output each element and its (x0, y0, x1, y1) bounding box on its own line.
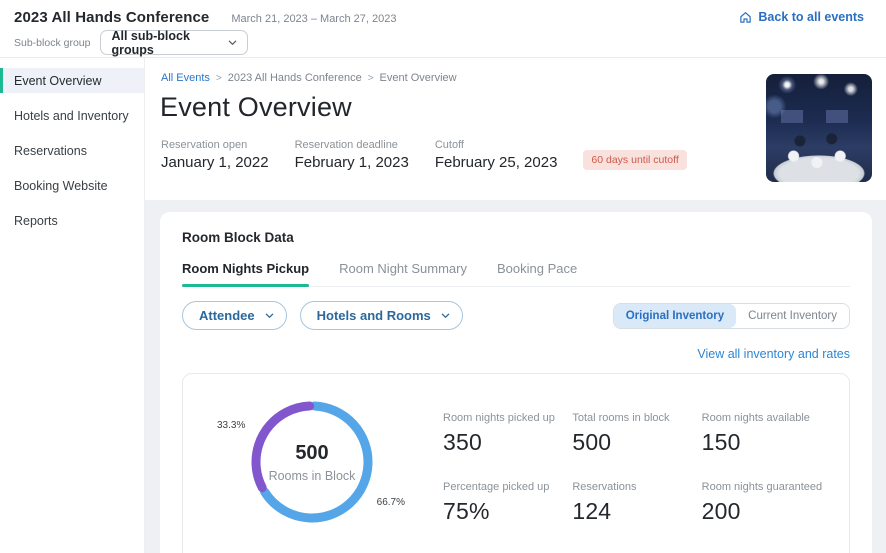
filter-label: Hotels and Rooms (316, 308, 431, 323)
detail-value: January 1, 2022 (161, 154, 269, 171)
card-title: Room Block Data (182, 230, 294, 245)
stat-room-nights-guaranteed: Room nights guaranteed 200 (702, 481, 831, 525)
donut-chart[interactable]: 500 Rooms in Block 33.3% 66.7% (217, 392, 407, 550)
back-link-label: Back to all events (758, 10, 864, 24)
tab-booking-pace[interactable]: Booking Pace (497, 261, 578, 276)
view-inventory-rates-link[interactable]: View all inventory and rates (697, 347, 850, 361)
sidebar-item-booking-website[interactable]: Booking Website (0, 173, 144, 198)
stat-percentage-picked-up: Percentage picked up 75% (443, 481, 572, 525)
stat-value: 350 (443, 429, 482, 455)
donut-center: 500 Rooms in Block (248, 398, 376, 526)
sidebar-item-label: Reservations (14, 143, 87, 158)
detail-label: Reservation open (161, 139, 248, 151)
subblock-group-select[interactable]: All sub-block groups (100, 28, 249, 57)
sidebar-item-label: Booking Website (14, 178, 108, 193)
event-title: 2023 All Hands Conference (14, 9, 210, 26)
sidebar-item-reports[interactable]: Reports (0, 208, 144, 233)
filters-row: Attendee Hotels and Rooms Original Inven… (182, 301, 850, 330)
attendee-filter-dropdown[interactable]: Attendee (182, 301, 287, 330)
percent-label-picked-up: 66.7% (376, 497, 405, 508)
toggle-current-inventory[interactable]: Current Inventory (736, 303, 849, 328)
percent-label-available: 33.3% (217, 420, 246, 431)
room-block-tabs: Room Nights Pickup Room Night Summary Bo… (182, 261, 850, 287)
detail-cutoff: Cutoff February 25, 2023 (435, 139, 558, 171)
subblock-group-value: All sub-block groups (111, 28, 190, 57)
stat-label: Room nights guaranteed (701, 481, 823, 493)
stat-reservations: Reservations 124 (572, 481, 701, 525)
rooms-in-block-label: Rooms in Block (268, 468, 356, 483)
stat-room-nights-picked-up: Room nights picked up 350 (443, 412, 572, 456)
sidebar-item-reservations[interactable]: Reservations (0, 138, 144, 163)
stat-room-nights-available: Room nights available 150 (702, 412, 831, 456)
inventory-toggle: Original Inventory Current Inventory (612, 302, 850, 329)
detail-reservation-open: Reservation open January 1, 2022 (161, 139, 269, 171)
sidebar: Event Overview Hotels and Inventory Rese… (0, 58, 145, 553)
sidebar-item-label: Hotels and Inventory (14, 108, 129, 123)
breadcrumb: All Events > 2023 All Hands Conference >… (145, 58, 886, 84)
home-icon (740, 11, 752, 23)
subblock-group-label: Sub-block group (14, 36, 91, 49)
chevron-right-icon: > (215, 72, 222, 84)
cutoff-countdown-badge: 60 days until cutoff (583, 150, 687, 170)
stat-label: Reservations (572, 481, 637, 493)
event-photo (766, 74, 872, 182)
tab-room-night-summary[interactable]: Room Night Summary (339, 261, 467, 276)
page-header-section: All Events > 2023 All Hands Conference >… (145, 58, 886, 200)
sidebar-item-label: Reports (14, 213, 58, 228)
sidebar-item-hotels-inventory[interactable]: Hotels and Inventory (0, 103, 144, 128)
sidebar-item-label: Event Overview (14, 73, 102, 88)
chevron-down-icon (265, 313, 273, 318)
breadcrumb-all-events[interactable]: All Events (161, 72, 210, 84)
back-to-all-events-link[interactable]: Back to all events (739, 10, 864, 24)
chevron-right-icon: > (367, 72, 374, 84)
stat-label: Room nights available (701, 412, 810, 424)
rooms-in-block-value: 500 (295, 441, 329, 464)
breadcrumb-current: Event Overview (379, 72, 457, 84)
page-title: Event Overview (160, 92, 352, 122)
content-area: Room Block Data Room Nights Pickup Room … (145, 200, 886, 553)
stat-value: 124 (572, 498, 612, 524)
event-dates: March 21, 2023 – March 27, 2023 (231, 13, 397, 25)
stat-value: 200 (701, 498, 741, 524)
detail-value: February 1, 2023 (294, 154, 409, 171)
stat-value: 75% (443, 498, 490, 524)
chevron-down-icon (441, 313, 450, 318)
stat-label: Percentage picked up (443, 481, 550, 493)
stat-value: 500 (572, 429, 612, 455)
top-header: 2023 All Hands Conference March 21, 2023… (0, 0, 886, 58)
detail-reservation-deadline: Reservation deadline February 1, 2023 (295, 139, 409, 171)
tab-room-nights-pickup[interactable]: Room Nights Pickup (182, 261, 310, 287)
donut-svg (251, 401, 373, 523)
reservation-details: Reservation open January 1, 2022 Reserva… (145, 123, 886, 171)
filter-label: Attendee (199, 308, 255, 323)
stat-total-rooms-in-block: Total rooms in block 500 (572, 412, 701, 456)
detail-label: Reservation deadline (294, 139, 398, 151)
breadcrumb-event[interactable]: 2023 All Hands Conference (227, 72, 362, 84)
hotels-rooms-filter-dropdown[interactable]: Hotels and Rooms (299, 301, 463, 330)
stat-value: 150 (701, 429, 741, 455)
stats-grid: Room nights picked up 350 Total rooms in… (431, 374, 849, 553)
room-block-data-card: Room Block Data Room Nights Pickup Room … (160, 212, 872, 553)
detail-value: February 25, 2023 (434, 154, 558, 171)
stat-label: Room nights picked up (443, 412, 555, 424)
sidebar-item-event-overview[interactable]: Event Overview (0, 68, 144, 93)
toggle-original-inventory[interactable]: Original Inventory (613, 303, 737, 328)
chevron-down-icon (229, 40, 237, 45)
stat-label: Total rooms in block (572, 412, 670, 424)
detail-label: Cutoff (434, 139, 464, 151)
room-nights-pickup-panel: 500 Rooms in Block 33.3% 66.7% Room nigh… (182, 373, 850, 553)
donut-chart-section: 500 Rooms in Block 33.3% 66.7% Room nigh… (183, 374, 431, 553)
